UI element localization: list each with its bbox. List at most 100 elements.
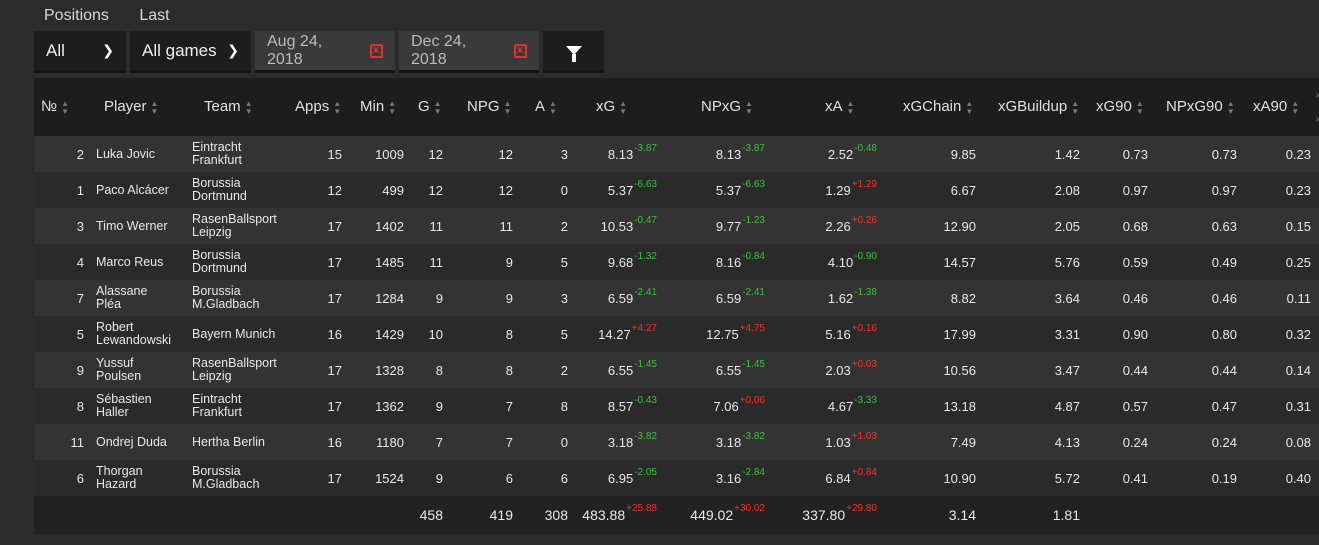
table-row[interactable]: 8 Sébastien Haller Eintracht Frankfurt 17 1362… (34, 388, 1319, 424)
col-header-xg[interactable]: xG ▲ ▼ (596, 98, 628, 116)
cell-team[interactable]: Borussia Dortmund (188, 172, 285, 208)
calendar-clear-icon[interactable] (369, 43, 383, 58)
tab-positions[interactable]: Positions (44, 7, 109, 24)
cell-team[interactable]: RasenBallsport Leipzig (188, 208, 285, 244)
delta-npxg: -3.82 (742, 430, 765, 442)
table-row[interactable]: 11 Ondrej Duda Hertha Berlin 16 1180 7 7 0 3.18-… (34, 424, 1319, 460)
cell-team[interactable]: Bayern Munich (188, 316, 285, 352)
tab-last[interactable]: Last (139, 7, 170, 24)
table-row[interactable]: 3 Timo Werner RasenBallsport Leipzig 17 1402 1… (34, 208, 1319, 244)
cell-player[interactable]: Marco Reus (92, 244, 188, 280)
col-header-npg[interactable]: NPG ▲ ▼ (467, 98, 512, 116)
col-header-xg90[interactable]: xG90 ▲ ▼ (1096, 98, 1144, 116)
cell-team[interactable]: Borussia M.Gladbach (188, 280, 285, 316)
calendar-clear-icon[interactable] (513, 43, 527, 58)
cell-xg90: 0.90 (1088, 316, 1156, 352)
date-to-input[interactable]: Dec 24, 2018 (399, 31, 539, 73)
col-header-xgbuildup[interactable]: xGBuildup ▲ ▼ (998, 98, 1080, 116)
col-header-min[interactable]: Min ▲ ▼ (360, 98, 397, 116)
cell-npg: 6 (451, 460, 521, 496)
col-header-no[interactable]: № ▲ ▼ (41, 98, 70, 116)
cell-npxg90: 0.19 (1156, 460, 1245, 496)
sort-icon: ▲ ▼ (1291, 98, 1300, 116)
delta-xa: -1.38 (854, 286, 877, 298)
cell-xa: 4.67-3.33 (773, 388, 885, 424)
delta-xg: -3.82 (634, 430, 657, 442)
cell-xgbuildup: 3.47 (984, 352, 1088, 388)
sort-icon: ▲ ▼ (1135, 98, 1144, 116)
cell-team[interactable]: Eintracht Frankfurt (188, 388, 285, 424)
total-g: 458 (412, 496, 451, 534)
cell-xa90: 0.31 (1245, 388, 1319, 424)
cell-team[interactable]: Eintracht Frankfurt (188, 136, 285, 172)
cell-player[interactable]: Alassane Pléa (92, 280, 188, 316)
cell-team[interactable]: Borussia Dortmund (188, 244, 285, 280)
table-row[interactable]: 5 Robert Lewandowski Bayern Munich 16 1429 10 8… (34, 316, 1319, 352)
cell-xgchain: 17.99 (885, 316, 984, 352)
cell-npxg90: 0.46 (1156, 280, 1245, 316)
col-header-npxg90[interactable]: NPxG90 ▲ ▼ (1166, 98, 1235, 116)
date-from-value: Aug 24, 2018 (267, 32, 323, 68)
date-from-input[interactable]: Aug 24, 2018 (255, 31, 395, 73)
cell-player[interactable]: Robert Lewandowski (92, 316, 188, 352)
cell-player[interactable]: Yussuf Poulsen (92, 352, 188, 388)
col-header-player[interactable]: Player ▲ ▼ (104, 98, 159, 116)
cell-player[interactable]: Ondrej Duda (92, 424, 188, 460)
cell-xg: 9.68-1.32 (576, 244, 665, 280)
cell-player[interactable]: Timo Werner (92, 208, 188, 244)
cell-team[interactable]: Borussia M.Gladbach (188, 460, 285, 496)
cell-xgchain: 7.49 (885, 424, 984, 460)
cell-xa: 2.26+0.26 (773, 208, 885, 244)
table-row[interactable]: 2 Luka Jovic Eintracht Frankfurt 15 1009 12 12 3… (34, 136, 1319, 172)
cell-npxg: 3.16-2.84 (665, 460, 773, 496)
table-row[interactable]: 7 Alassane Pléa Borussia M.Gladbach 17 1284 9 9 3… (34, 280, 1319, 316)
cell-no: 4 (34, 244, 92, 280)
cell-xgchain: 10.90 (885, 460, 984, 496)
total-npg: 419 (451, 496, 521, 534)
delta-xa: +0.03 (851, 358, 877, 370)
cell-player[interactable]: Sébastien Haller (92, 388, 188, 424)
cell-xg: 14.27+4.27 (576, 316, 665, 352)
col-header-xa90[interactable]: xA90 ▲ ▼ (1253, 98, 1300, 116)
delta-npxg: +4.75 (739, 322, 765, 334)
cell-apps: 17 (285, 244, 350, 280)
col-header-apps[interactable]: Apps ▲ ▼ (295, 98, 342, 116)
cell-xgchain: 8.82 (885, 280, 984, 316)
cell-xgbuildup: 2.05 (984, 208, 1088, 244)
scroll-right-icon[interactable]: › › (1315, 90, 1319, 125)
col-header-g[interactable]: G ▲ ▼ (418, 98, 442, 116)
col-header-a[interactable]: A ▲ ▼ (535, 98, 557, 116)
cell-apps: 17 (285, 460, 350, 496)
total-a: 308 (521, 496, 576, 534)
table-row[interactable]: 6 Thorgan Hazard Borussia M.Gladbach 17 1524 9 6… (34, 460, 1319, 496)
cell-xg: 6.55-1.45 (576, 352, 665, 388)
cell-a: 0 (521, 424, 576, 460)
totals-row: 458 419 308 483.88+25.88 449.02+30.02 33… (34, 496, 1319, 534)
cell-a: 0 (521, 172, 576, 208)
table-row[interactable]: 9 Yussuf Poulsen RasenBallsport Leipzig 17 132… (34, 352, 1319, 388)
table-row[interactable]: 1 Paco Alcácer Borussia Dortmund 12 499 12 12 0 5… (34, 172, 1319, 208)
table-row[interactable]: 4 Marco Reus Borussia Dortmund 17 1485 11 9 5 9.6… (34, 244, 1319, 280)
chevron-down-icon: ❯ (102, 42, 114, 58)
delta-npxg: +0.06 (739, 394, 765, 406)
cell-xg90: 0.59 (1088, 244, 1156, 280)
cell-no: 5 (34, 316, 92, 352)
col-header-xa[interactable]: xA ▲ ▼ (825, 98, 855, 116)
games-select[interactable]: All games ❯ (130, 31, 251, 73)
col-header-npxg[interactable]: NPxG ▲ ▼ (701, 98, 753, 116)
cell-npxg90: 0.47 (1156, 388, 1245, 424)
cell-player[interactable]: Thorgan Hazard (92, 460, 188, 496)
col-header-team[interactable]: Team ▲ ▼ (204, 98, 253, 116)
filter-button[interactable] (543, 31, 604, 73)
col-header-xgchain[interactable]: xGChain ▲ ▼ (903, 98, 974, 116)
sort-icon: ▲ ▼ (965, 98, 974, 116)
cell-team[interactable]: RasenBallsport Leipzig (188, 352, 285, 388)
cell-xgchain: 12.90 (885, 208, 984, 244)
cell-xgbuildup: 3.64 (984, 280, 1088, 316)
cell-xg: 6.95-2.05 (576, 460, 665, 496)
cell-player[interactable]: Luka Jovic (92, 136, 188, 172)
cell-a: 3 (521, 280, 576, 316)
cell-team[interactable]: Hertha Berlin (188, 424, 285, 460)
position-select[interactable]: All ❯ (34, 31, 126, 73)
cell-player[interactable]: Paco Alcácer (92, 172, 188, 208)
